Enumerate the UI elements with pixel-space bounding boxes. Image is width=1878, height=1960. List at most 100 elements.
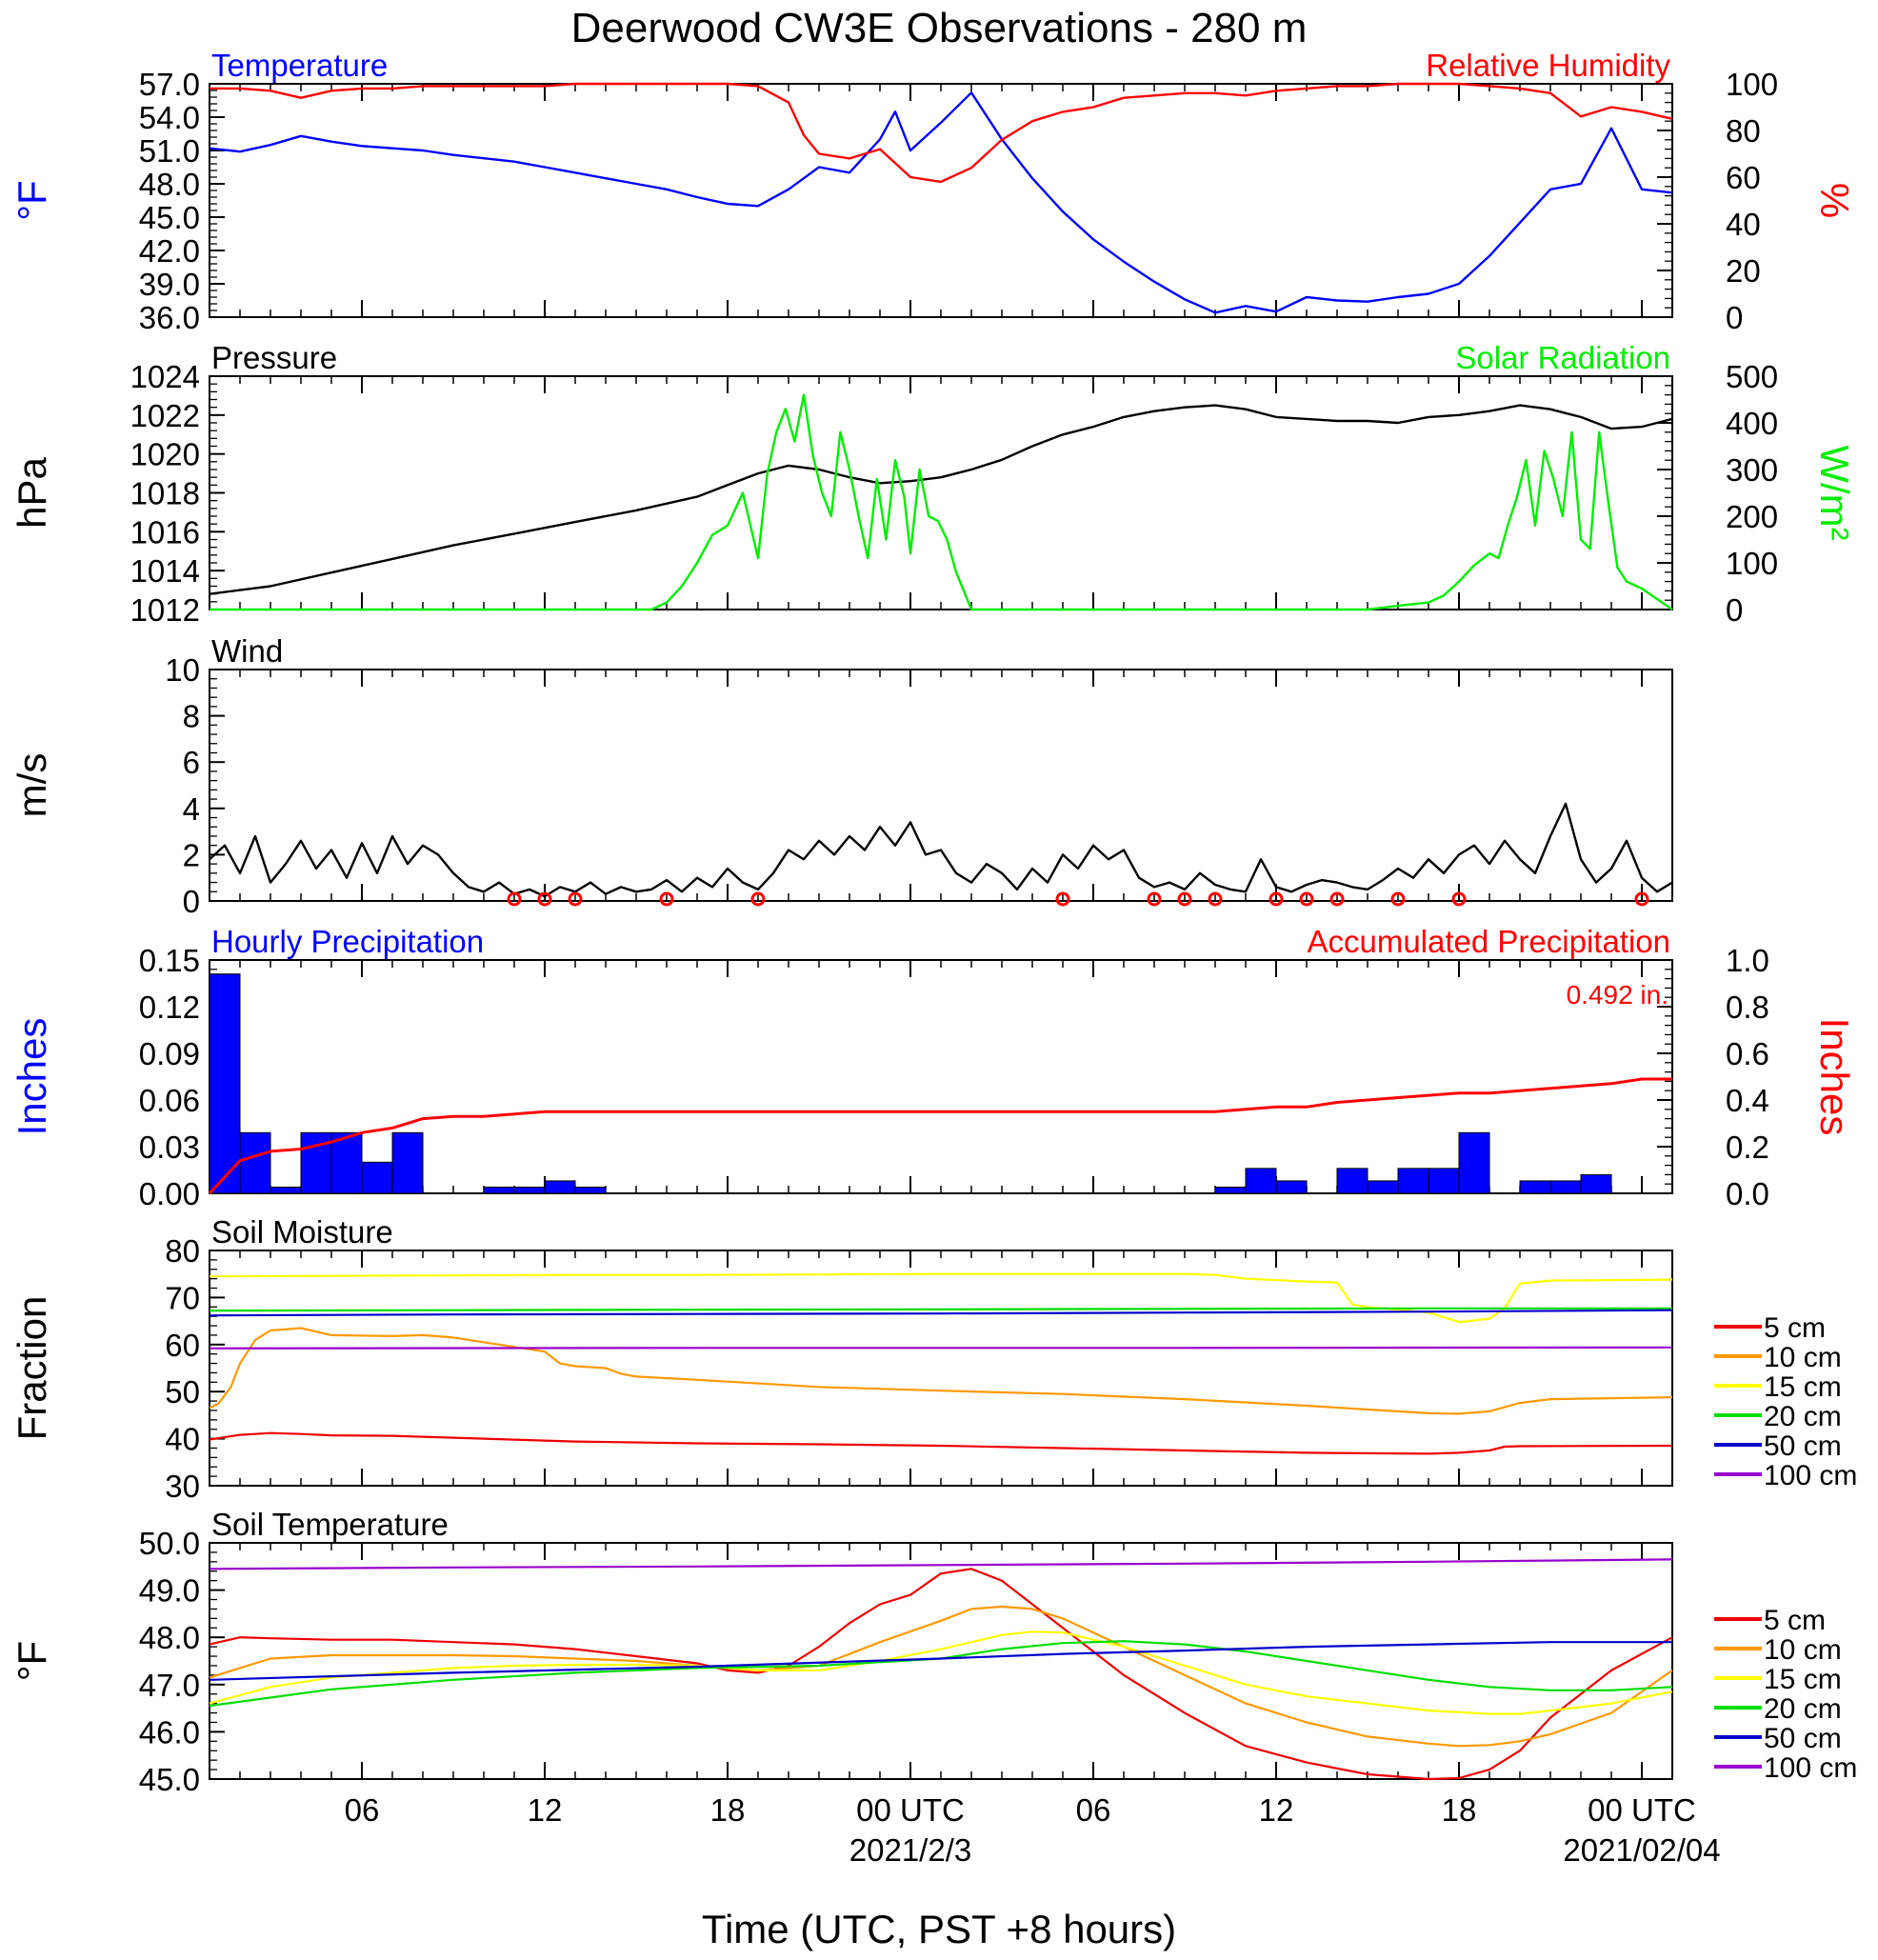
- y-tick-label: 1020: [130, 437, 200, 472]
- y-tick-label: 8: [183, 699, 200, 734]
- y-tick-label: 100: [1726, 546, 1778, 581]
- legend-label: 10 cm: [1764, 1342, 1842, 1373]
- legend-label: 15 cm: [1764, 1664, 1842, 1695]
- calm-wind-marker: [1208, 891, 1223, 907]
- calm-wind-marker: [1147, 891, 1162, 907]
- y-tick-label: 54.0: [139, 100, 200, 135]
- precip-bar: [1367, 1180, 1399, 1194]
- y-axis-label-right: Inches: [1812, 1018, 1857, 1136]
- calm-wind-marker: [1269, 891, 1284, 907]
- x-tick-label: 00 UTC: [856, 1792, 965, 1828]
- y-axis-label-left: m/s: [10, 753, 54, 818]
- panel-title-right: Relative Humidity: [1426, 48, 1670, 83]
- panel-precipitation: Hourly Precipitation Accumulated Precipit…: [10, 924, 1857, 1211]
- series-line-15cm: [209, 1272, 1673, 1324]
- calm-wind-marker: [750, 891, 766, 907]
- y-tick-label: 1018: [130, 476, 200, 511]
- accumulated-total-label: 0.492 in.: [1567, 980, 1668, 1010]
- precip-bar: [1245, 1168, 1277, 1194]
- legend-label: 5 cm: [1764, 1312, 1826, 1344]
- y-tick-label: 1022: [130, 398, 200, 433]
- calm-wind-marker: [659, 891, 674, 907]
- x-tick-label: 18: [1442, 1792, 1477, 1828]
- y-tick-label: 0: [183, 884, 200, 919]
- panel-title-left: Temperature: [211, 48, 388, 83]
- x-tick-label: 18: [710, 1792, 746, 1828]
- precip-bar: [1458, 1131, 1490, 1194]
- x-tick-label: 12: [528, 1792, 563, 1828]
- series-line-10cm: [209, 1327, 1673, 1415]
- y-axis-label-left: °F: [10, 180, 54, 220]
- precip-bar: [1580, 1173, 1612, 1194]
- y-tick-label: 40: [165, 1422, 200, 1457]
- y-tick-label: 0.0: [1726, 1176, 1769, 1211]
- y-tick-label: 48.0: [139, 1620, 200, 1655]
- x-axis-label: Time (UTC, PST +8 hours): [702, 1907, 1176, 1951]
- accumulated-precip-line: [208, 1077, 1672, 1195]
- precip-bar: [574, 1186, 607, 1194]
- series-line-50cm: [209, 1309, 1673, 1317]
- y-axis-label-left: Inches: [10, 1018, 54, 1136]
- series-line-humidity: [210, 82, 1673, 184]
- y-tick-label: 1016: [130, 514, 200, 550]
- y-tick-label: 80: [165, 1233, 200, 1269]
- y-tick-label: 48.0: [139, 167, 200, 202]
- series-line-5cm: [209, 1431, 1673, 1455]
- panel-title-right: Solar Radiation: [1455, 340, 1670, 375]
- calm-wind-marker: [507, 891, 522, 907]
- y-tick-label: 60: [1726, 160, 1761, 195]
- y-tick-label: 200: [1726, 499, 1778, 534]
- chart-panels: Temperature Relative Humidity 36.039.042.0…: [10, 48, 1857, 1797]
- time-axis: 06 12 18 00 UTC 2021/2/3 06 12 18 00 UTC 2021/02/…: [345, 1792, 1721, 1868]
- precip-bar: [1214, 1186, 1247, 1194]
- legend-label: 20 cm: [1764, 1693, 1842, 1725]
- panel-soil-temperature: Soil Temperature 45.0 46.0 47.0 48.0 49.0 50.0…: [10, 1507, 1857, 1797]
- y-tick-label: 80: [1726, 113, 1761, 149]
- y-tick-label: 1.0: [1726, 943, 1769, 978]
- y-tick-label: 0: [1726, 592, 1743, 628]
- panel-title-left: Hourly Precipitation: [211, 924, 484, 959]
- legend-label: 100 cm: [1764, 1460, 1857, 1491]
- panel-soil-moisture: Soil Moisture 30 40 50 60 70 80 Fraction 5 cm10 …: [10, 1214, 1857, 1504]
- y-tick-label: 0.8: [1726, 990, 1769, 1025]
- precip-bar: [544, 1180, 576, 1194]
- series-line-20cm: [209, 1640, 1673, 1708]
- y-tick-label: 51.0: [139, 133, 200, 169]
- x-tick-label: 00 UTC: [1588, 1792, 1696, 1828]
- calm-wind-marker: [1055, 891, 1070, 907]
- panel-wind: Wind 0 2 4 6 8 10 m/s: [10, 633, 1673, 919]
- precip-bar: [391, 1131, 424, 1194]
- y-tick-label: 1024: [130, 359, 200, 394]
- panel-title-left: Pressure: [211, 340, 337, 375]
- y-tick-label: 0.4: [1726, 1083, 1769, 1118]
- figure-title: Deerwood CW3E Observations - 280 m: [571, 5, 1308, 51]
- panel-title-left: Soil Temperature: [211, 1507, 449, 1542]
- y-tick-label: 42.0: [139, 233, 200, 269]
- calm-wind-marker: [537, 891, 552, 907]
- x-date-label: 2021/2/3: [849, 1832, 971, 1868]
- y-tick-label: 30: [165, 1469, 200, 1504]
- legend-label: 50 cm: [1764, 1723, 1842, 1754]
- legend-label: 10 cm: [1764, 1634, 1842, 1666]
- series-line-10cm: [209, 1605, 1673, 1748]
- y-tick-label: 50: [165, 1374, 200, 1410]
- calm-wind-marker: [1299, 891, 1314, 907]
- y-tick-label: 4: [183, 791, 200, 827]
- series-line-5cm: [209, 1568, 1673, 1781]
- y-tick-label: 0.03: [139, 1130, 200, 1165]
- y-tick-label: 0.2: [1726, 1130, 1769, 1165]
- y-axis-label-left: °F: [10, 1641, 54, 1681]
- y-tick-label: 1014: [130, 553, 200, 589]
- precip-bar: [239, 1131, 271, 1194]
- calm-wind-marker: [1177, 891, 1192, 907]
- precip-bar: [1549, 1180, 1582, 1194]
- y-tick-label: 39.0: [139, 267, 200, 302]
- precip-bar: [1275, 1180, 1308, 1194]
- precip-bar: [300, 1131, 332, 1194]
- x-tick-label: 06: [1076, 1792, 1111, 1828]
- y-tick-label: 2: [183, 837, 200, 872]
- y-tick-label: 36.0: [139, 300, 200, 335]
